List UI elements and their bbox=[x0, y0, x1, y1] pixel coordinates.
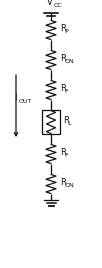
Text: R: R bbox=[60, 178, 66, 187]
Text: OUT: OUT bbox=[19, 99, 32, 104]
Text: P: P bbox=[64, 29, 68, 34]
Text: ON: ON bbox=[64, 183, 74, 188]
Text: L: L bbox=[68, 121, 71, 126]
Text: F: F bbox=[64, 89, 68, 94]
Text: R: R bbox=[60, 54, 66, 63]
Text: R: R bbox=[63, 116, 69, 125]
Text: CC: CC bbox=[54, 3, 63, 8]
Text: V: V bbox=[47, 0, 53, 7]
Text: F: F bbox=[64, 153, 68, 158]
Text: R: R bbox=[60, 84, 66, 93]
Text: R: R bbox=[60, 24, 66, 33]
Text: R: R bbox=[60, 148, 66, 157]
Text: ON: ON bbox=[64, 59, 74, 64]
Text: I: I bbox=[14, 93, 16, 102]
Bar bbox=[42, 110, 60, 133]
